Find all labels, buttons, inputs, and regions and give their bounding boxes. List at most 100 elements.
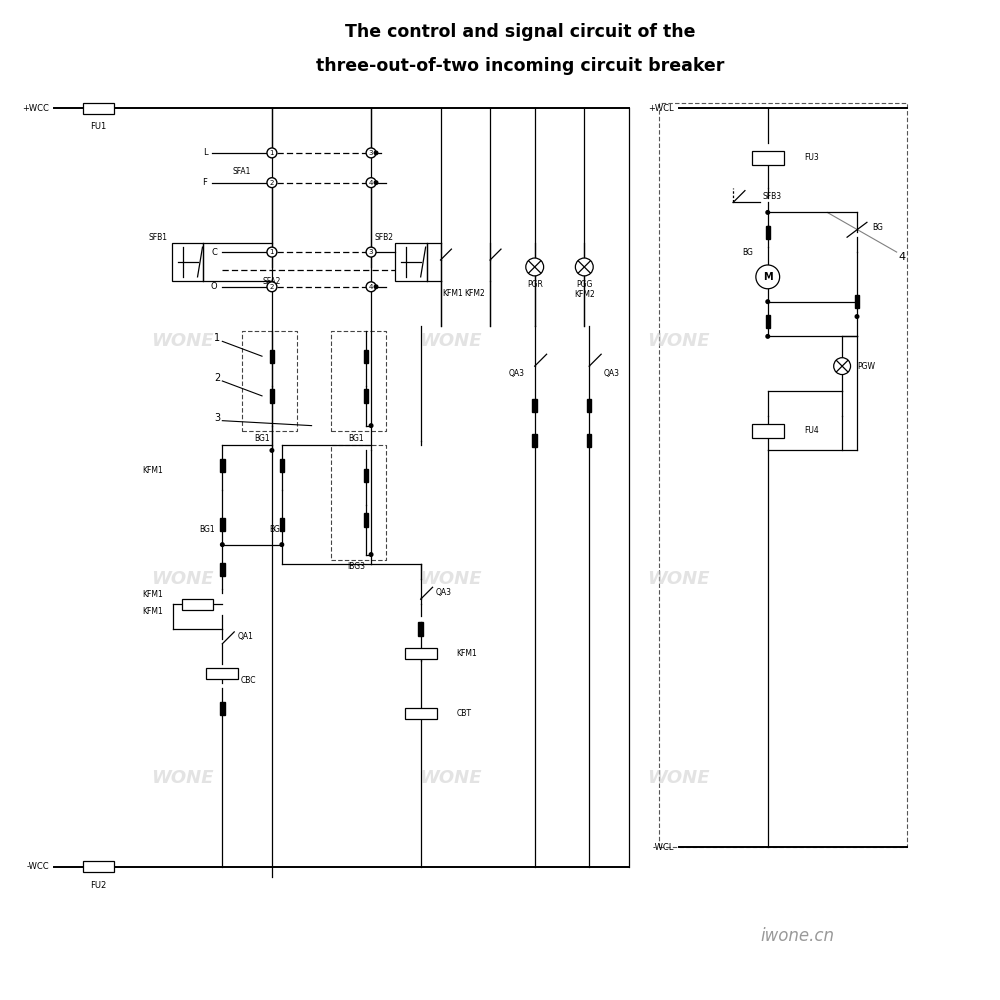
Bar (83, 861, 114, 872)
Bar (83, 103, 114, 114)
Bar (270, 350, 274, 363)
Circle shape (267, 282, 277, 292)
Text: KFM1: KFM1 (142, 590, 163, 599)
Text: PGW: PGW (857, 362, 875, 371)
Text: IBG3: IBG3 (347, 562, 365, 571)
Circle shape (366, 178, 376, 188)
Circle shape (366, 247, 376, 257)
Bar (766, 226, 770, 239)
Text: F: F (203, 178, 207, 187)
Bar (855, 295, 859, 308)
Circle shape (766, 335, 770, 338)
Bar (364, 513, 368, 527)
Circle shape (526, 258, 544, 276)
Circle shape (366, 148, 376, 158)
Text: three-out-of-two incoming circuit breaker: three-out-of-two incoming circuit breake… (316, 57, 724, 75)
Circle shape (766, 300, 770, 303)
Text: WONE: WONE (151, 332, 214, 350)
Bar (280, 518, 284, 531)
Text: 3: 3 (214, 413, 220, 423)
Text: QA1: QA1 (237, 632, 253, 641)
Text: KFM1: KFM1 (142, 466, 163, 475)
Text: FU2: FU2 (90, 881, 107, 890)
Circle shape (855, 315, 859, 318)
Bar (364, 469, 368, 482)
Text: QA3: QA3 (509, 369, 525, 378)
Text: M: M (763, 272, 773, 282)
Circle shape (374, 181, 378, 184)
Circle shape (366, 282, 376, 292)
Bar (220, 518, 225, 531)
Text: QA3: QA3 (604, 369, 620, 378)
Text: WONE: WONE (647, 570, 710, 588)
Bar (587, 434, 591, 447)
Bar (752, 151, 784, 165)
Text: L: L (203, 148, 207, 157)
Text: FU1: FU1 (90, 122, 107, 131)
Text: QA3: QA3 (436, 588, 452, 597)
Text: SFB1: SFB1 (149, 233, 168, 242)
Bar (587, 399, 591, 412)
Text: 2: 2 (214, 373, 221, 383)
Text: 2: 2 (270, 284, 274, 290)
Text: iwone.cn: iwone.cn (761, 927, 835, 945)
Text: 4: 4 (898, 252, 905, 262)
Bar (220, 459, 225, 472)
Text: KFM1: KFM1 (142, 607, 163, 616)
Bar (220, 563, 225, 576)
Circle shape (575, 258, 593, 276)
Bar (405, 648, 437, 659)
Bar (395, 243, 427, 281)
Text: WONE: WONE (419, 332, 482, 350)
Bar (172, 243, 203, 281)
Circle shape (766, 211, 770, 214)
Bar (206, 668, 238, 679)
Text: WONE: WONE (151, 769, 214, 787)
Text: 1: 1 (270, 249, 274, 255)
Text: BG1: BG1 (348, 434, 364, 443)
Circle shape (369, 553, 373, 556)
Text: 1: 1 (270, 150, 274, 156)
Circle shape (267, 178, 277, 188)
Text: -WCL: -WCL (652, 843, 674, 852)
Text: KFM1: KFM1 (456, 649, 477, 658)
Text: 4: 4 (369, 284, 373, 290)
Bar (532, 434, 537, 447)
Circle shape (270, 449, 274, 452)
Bar (418, 622, 423, 636)
Text: CBC: CBC (240, 676, 256, 685)
Text: BG: BG (872, 223, 883, 232)
Text: 4: 4 (369, 180, 373, 186)
Text: SFB2: SFB2 (375, 233, 394, 242)
Bar (752, 424, 784, 438)
Circle shape (756, 265, 780, 289)
Text: WONE: WONE (419, 570, 482, 588)
Text: BG1: BG1 (254, 434, 270, 443)
Text: 2: 2 (270, 180, 274, 186)
Text: WONE: WONE (419, 769, 482, 787)
Bar (364, 389, 368, 403)
Bar (220, 702, 225, 715)
Text: WONE: WONE (151, 570, 214, 588)
Text: 1: 1 (214, 333, 220, 343)
Text: FU4: FU4 (804, 426, 819, 435)
Text: SFB3: SFB3 (763, 192, 782, 201)
Text: KFM1: KFM1 (442, 289, 463, 298)
Text: CBT: CBT (456, 709, 471, 718)
Circle shape (221, 543, 224, 546)
Text: BG2: BG2 (269, 525, 285, 534)
Circle shape (374, 285, 378, 289)
Circle shape (369, 424, 373, 427)
Text: +WCC: +WCC (22, 104, 49, 113)
Text: BG1: BG1 (200, 525, 215, 534)
Circle shape (834, 358, 851, 375)
Circle shape (374, 151, 378, 155)
Circle shape (267, 247, 277, 257)
Text: KFM2: KFM2 (464, 289, 485, 298)
Text: SFA2: SFA2 (263, 277, 281, 286)
Text: O: O (211, 282, 217, 291)
Circle shape (280, 543, 284, 546)
Text: +WCL: +WCL (648, 104, 674, 113)
Text: KFM2: KFM2 (574, 290, 595, 299)
Text: BG: BG (742, 248, 753, 257)
